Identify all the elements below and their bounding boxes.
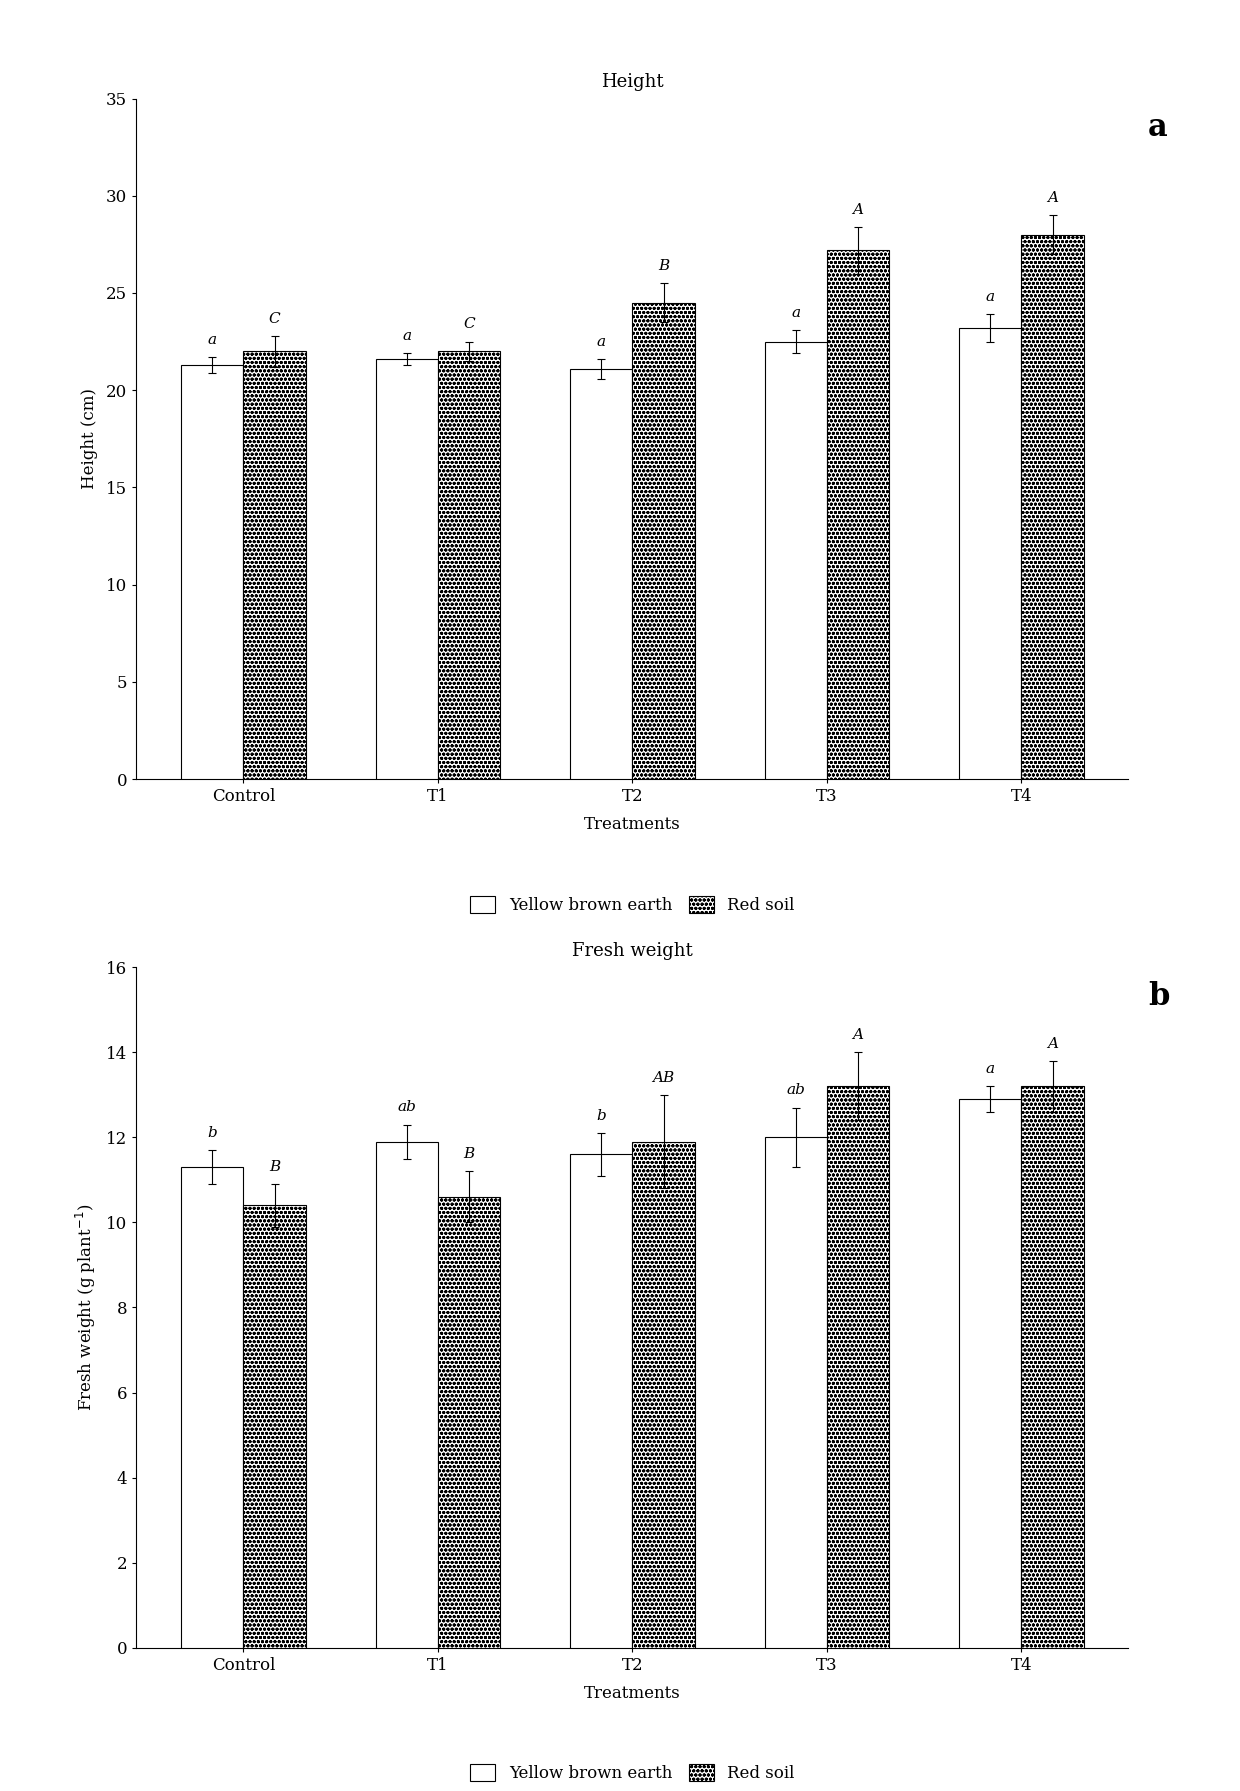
Bar <box>632 303 694 779</box>
Text: A: A <box>853 202 863 217</box>
Bar <box>376 358 438 779</box>
Legend: Yellow brown earth, Red soil: Yellow brown earth, Red soil <box>464 1757 801 1789</box>
Bar <box>765 342 827 779</box>
Bar <box>438 351 500 779</box>
Text: b: b <box>207 1127 217 1139</box>
Bar <box>181 365 243 779</box>
Title: Fresh weight: Fresh weight <box>572 942 693 960</box>
Title: Height: Height <box>601 73 663 91</box>
X-axis label: Treatments: Treatments <box>584 817 681 833</box>
Text: A: A <box>853 1028 863 1042</box>
Text: a: a <box>207 333 217 347</box>
X-axis label: Treatments: Treatments <box>584 1685 681 1701</box>
Bar <box>570 1153 632 1648</box>
Text: C: C <box>269 312 280 326</box>
Bar <box>827 1085 889 1648</box>
Text: a: a <box>791 306 800 319</box>
Bar <box>632 1141 694 1648</box>
Text: a: a <box>1148 113 1168 143</box>
Text: B: B <box>269 1161 280 1173</box>
Legend: Yellow brown earth, Red soil: Yellow brown earth, Red soil <box>464 888 801 921</box>
Bar <box>960 328 1022 779</box>
Text: B: B <box>464 1146 475 1161</box>
Bar <box>570 369 632 779</box>
Text: C: C <box>464 317 475 331</box>
Text: A: A <box>1047 1037 1058 1051</box>
Y-axis label: Height (cm): Height (cm) <box>81 389 98 489</box>
Text: ab: ab <box>397 1100 417 1114</box>
Bar <box>1022 235 1084 779</box>
Text: a: a <box>596 335 606 349</box>
Text: b: b <box>596 1109 606 1123</box>
Bar <box>1022 1085 1084 1648</box>
Text: AB: AB <box>652 1071 675 1085</box>
Bar <box>960 1100 1022 1648</box>
Text: a: a <box>402 330 412 344</box>
Text: b: b <box>1148 981 1169 1012</box>
Bar <box>243 1205 305 1648</box>
Bar <box>765 1137 827 1648</box>
Text: A: A <box>1047 192 1058 204</box>
Text: ab: ab <box>786 1084 805 1098</box>
Text: a: a <box>986 1062 994 1076</box>
Bar <box>438 1196 500 1648</box>
Text: a: a <box>986 290 994 304</box>
Bar <box>827 251 889 779</box>
Y-axis label: Fresh weight (g plant$^{-1}$): Fresh weight (g plant$^{-1}$) <box>73 1204 98 1411</box>
Text: B: B <box>658 260 670 272</box>
Bar <box>243 351 305 779</box>
Bar <box>181 1168 243 1648</box>
Bar <box>376 1141 438 1648</box>
